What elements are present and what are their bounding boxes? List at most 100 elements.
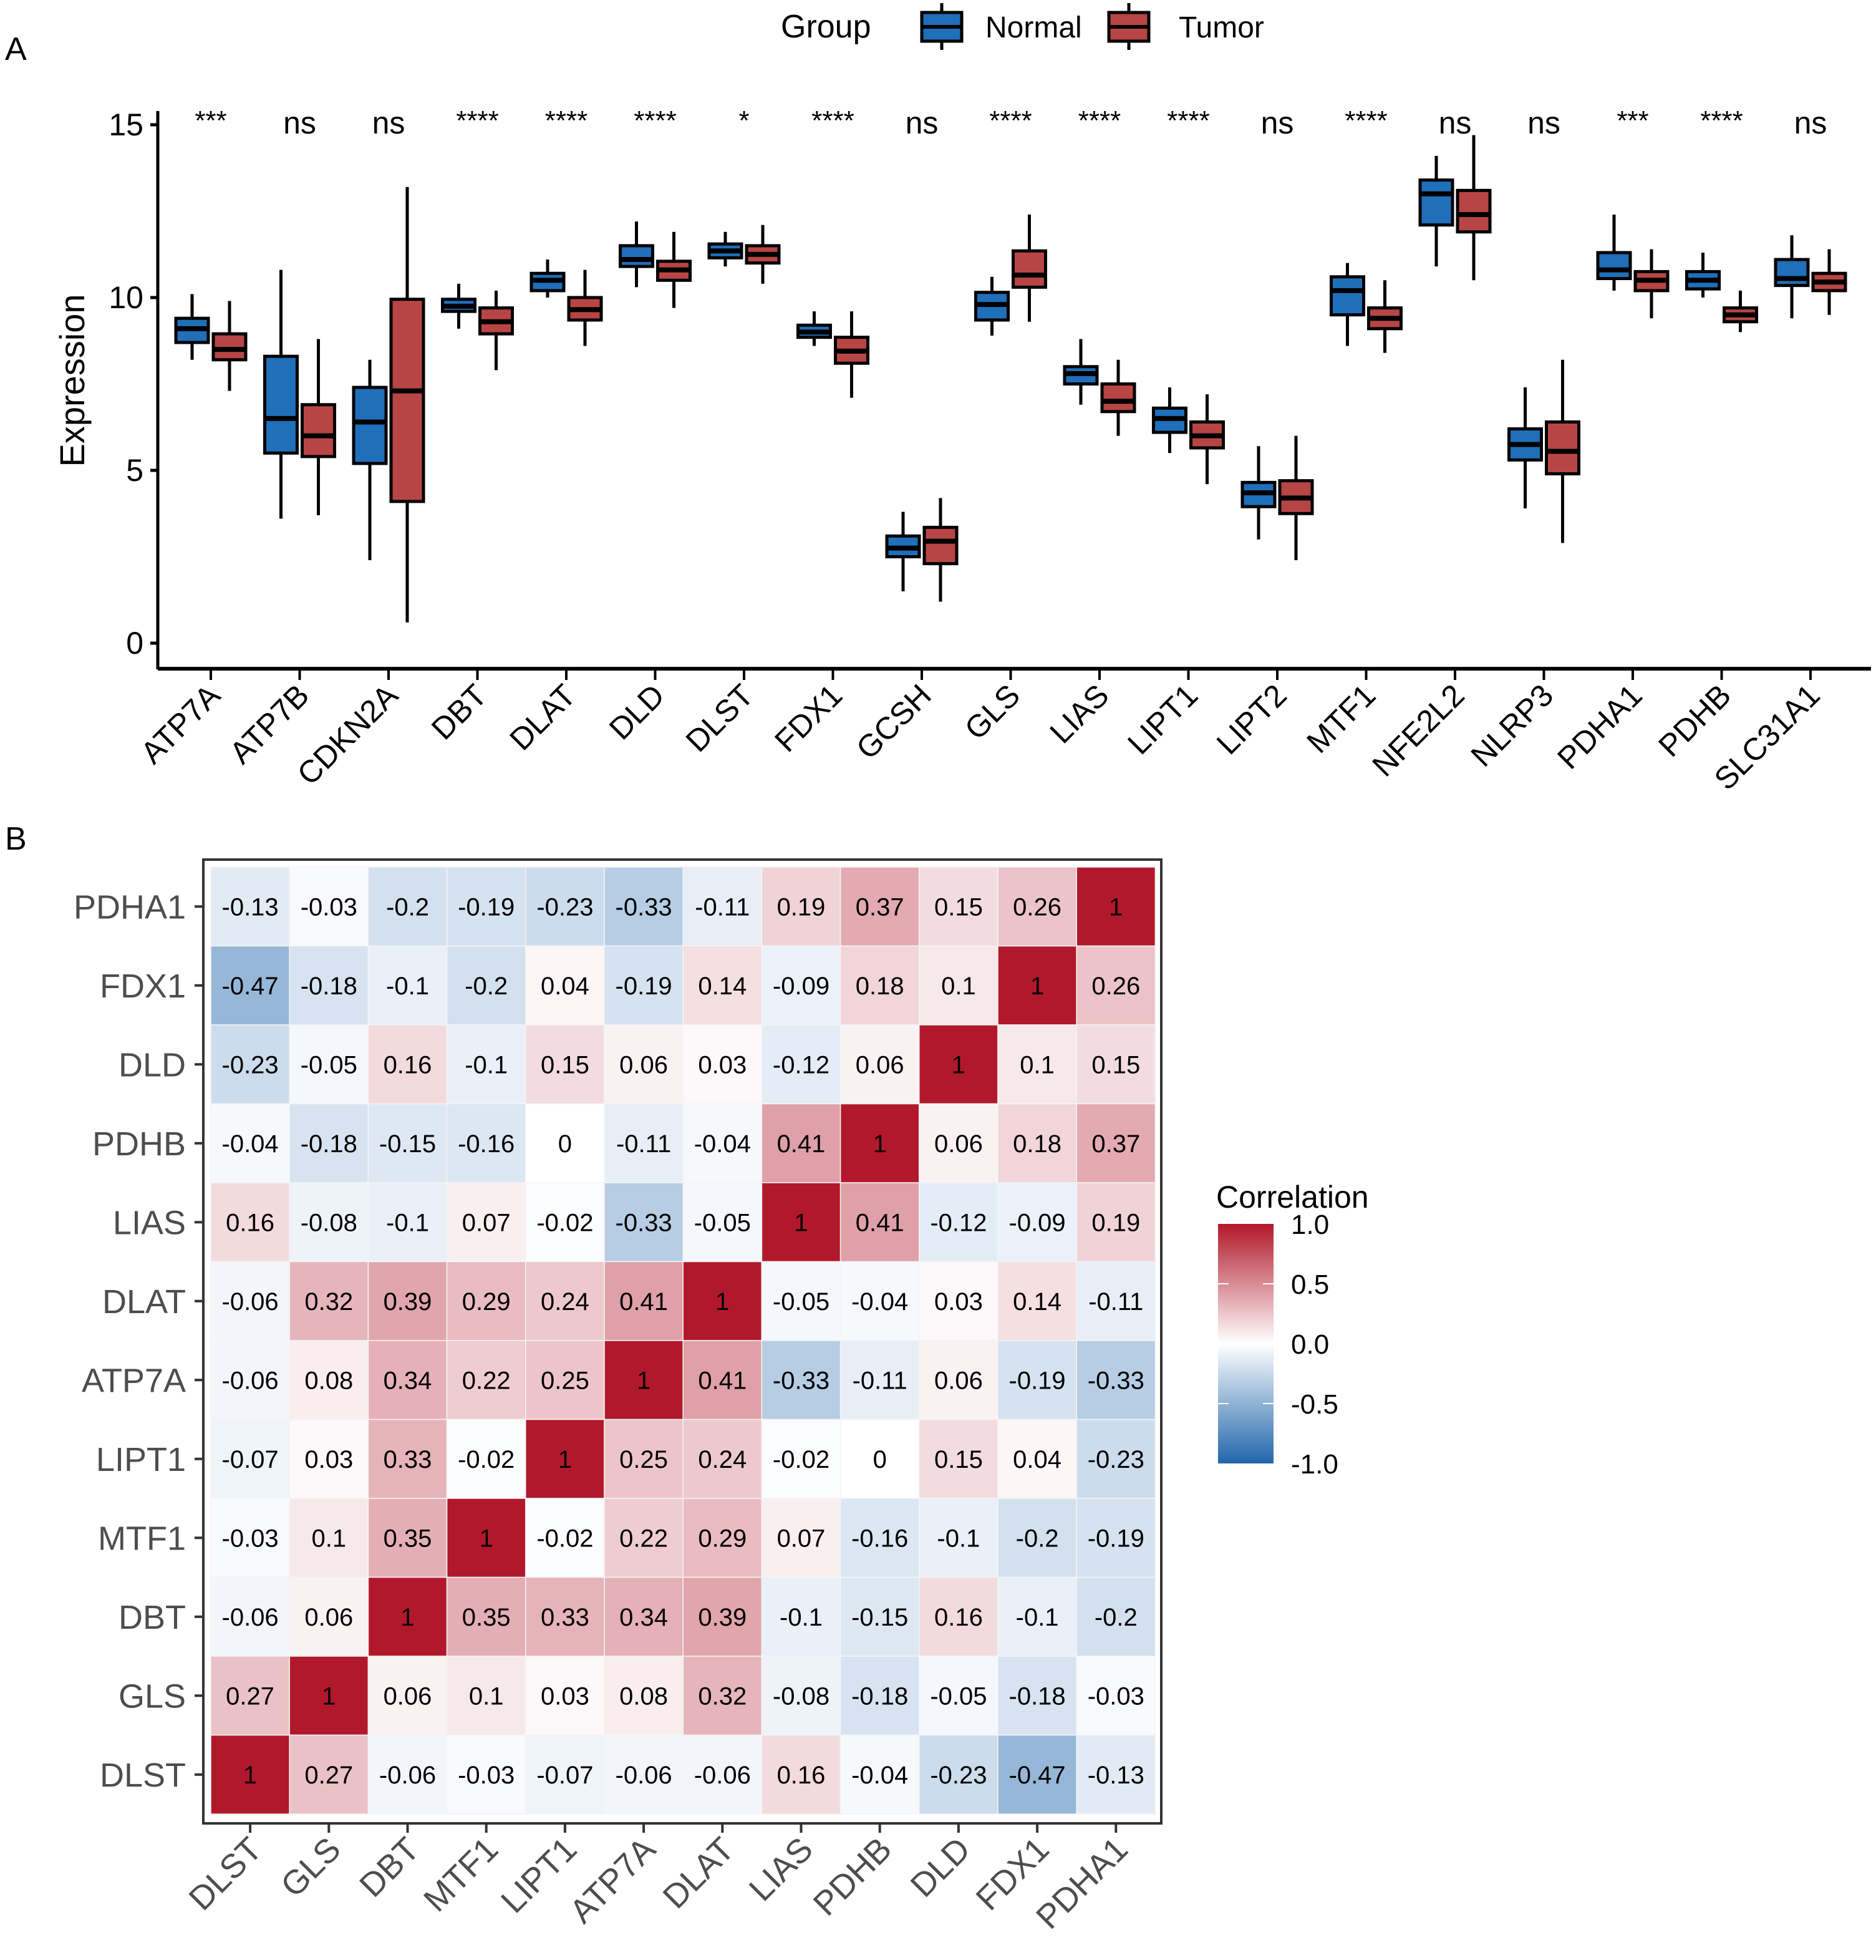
x-tick-label: PDHA1 [1550, 677, 1648, 775]
box-iqr [1456, 188, 1492, 234]
cell-value: 0.41 [777, 1130, 826, 1158]
cell-fill [761, 1734, 841, 1815]
cell-value: 1 [1030, 973, 1044, 1000]
heatmap-cell: 0.19 [761, 866, 841, 947]
cell-fill [761, 1103, 841, 1183]
heatmap-cell: 1 [525, 1419, 605, 1499]
cell-value: -0.47 [222, 973, 279, 1000]
cell-value: 0.37 [856, 893, 904, 921]
cell-value: 0.14 [1013, 1288, 1061, 1316]
cell-value: 1 [873, 1130, 887, 1158]
heatmap-cell: 0.06 [919, 1103, 998, 1183]
box-tumor-pdha1 [1633, 249, 1670, 319]
cell-value: 0.07 [462, 1209, 511, 1236]
cell-value: 0.39 [384, 1288, 432, 1316]
cell-value: 1 [1109, 893, 1123, 921]
box-normal-gls [974, 276, 1010, 336]
heatmap-cell: -0.12 [919, 1182, 998, 1263]
heatmap-cell: 0.03 [525, 1656, 605, 1736]
colorbar-ticks: 1.0 0.5 0.0 -0.5 -1.0 [1218, 1210, 1338, 1480]
heatmap-y-tick-label: DLAT [102, 1283, 186, 1321]
heatmap-cell: 1 [1076, 866, 1156, 947]
cell-value: -0.15 [379, 1130, 436, 1158]
cell-value: 0.03 [934, 1288, 983, 1316]
heatmap-cell: -0.04 [839, 1734, 920, 1815]
heatmap-cell: -0.09 [997, 1182, 1077, 1263]
cell-value: 0.1 [311, 1525, 346, 1552]
cell-value: -0.23 [536, 893, 593, 921]
heatmap-cell: 1 [839, 1103, 920, 1183]
heatmap-cell: 0.1 [997, 1024, 1077, 1105]
heatmap-cell: 0.16 [210, 1182, 290, 1263]
heatmap-cell: 0 [839, 1419, 920, 1499]
cell-fill [761, 1182, 841, 1263]
significance-labels: *** ns ns **** **** **** * **** ns **** **** **** ns… [195, 105, 1827, 140]
heatmap-cell: 0.27 [289, 1734, 369, 1815]
heatmap-cell: 0.08 [604, 1656, 684, 1736]
box-iqr [352, 386, 388, 465]
significance-label: ns [372, 105, 405, 140]
heatmap-cell: -0.19 [1076, 1498, 1156, 1578]
cell-fill [761, 1576, 841, 1657]
cell-value: -0.09 [1009, 1209, 1066, 1236]
heatmap-cell: 1 [761, 1182, 841, 1263]
heatmap-cell: 0.41 [682, 1340, 763, 1420]
heatmap-cell: -0.19 [997, 1340, 1077, 1420]
cell-value: 0.18 [856, 973, 904, 1000]
cell-value: -0.08 [301, 1209, 357, 1236]
panel-label-a: A [5, 31, 27, 67]
cell-value: 0.24 [698, 1446, 747, 1473]
cell-value: -0.2 [1016, 1525, 1059, 1552]
cell-value: -0.03 [222, 1525, 279, 1552]
heatmap-cell: 0.06 [839, 1024, 920, 1105]
heatmap-cell: -0.23 [1076, 1419, 1156, 1499]
cell-fill [1076, 1419, 1156, 1499]
box-normal-lias [1063, 339, 1099, 405]
cell-value: 0.19 [1091, 1209, 1140, 1236]
cell-fill [919, 1656, 998, 1736]
heatmap-cell: 0.1 [289, 1498, 369, 1578]
cell-fill [525, 1340, 605, 1420]
cell-value: -0.05 [301, 1051, 357, 1079]
x-tick-label: PDHB [1651, 677, 1738, 764]
cell-fill [367, 945, 448, 1026]
box-tumor-dlat [567, 269, 603, 346]
heatmap-cell: -0.13 [210, 866, 290, 947]
cell-value: -0.19 [1009, 1367, 1066, 1394]
heatmap-cell: -0.05 [682, 1182, 763, 1263]
cell-value: -0.06 [379, 1762, 436, 1789]
box-iqr [1330, 275, 1365, 317]
cell-value: 1 [243, 1762, 257, 1789]
cell-value: -0.19 [458, 893, 515, 921]
cell-value: -0.16 [851, 1525, 908, 1552]
heatmap-cell: 0.22 [446, 1340, 526, 1420]
cell-value: -0.33 [773, 1367, 829, 1394]
heatmap-cell: -0.1 [919, 1498, 998, 1578]
cell-fill [210, 866, 290, 947]
heatmap-cell: -0.12 [761, 1024, 841, 1105]
significance-label: ns [283, 105, 316, 140]
significance-label: **** [811, 105, 854, 136]
heatmap-cell: 0.37 [1076, 1103, 1156, 1183]
cell-fill [289, 866, 369, 947]
cell-value: -0.1 [386, 973, 429, 1000]
heatmap-cell: -0.02 [525, 1182, 605, 1263]
cell-value: -0.06 [222, 1367, 279, 1394]
box-tumor-lipt1 [1189, 394, 1225, 485]
cell-value: 0.25 [541, 1367, 589, 1394]
cell-fill [367, 1734, 448, 1815]
heatmap-x-tick-label: PDHB [806, 1830, 899, 1923]
box-normal-pdhb [1685, 252, 1721, 298]
heatmap-cell: 0.24 [525, 1261, 605, 1341]
legend-label-normal: Normal [985, 11, 1082, 44]
box-tumor-nlrp3 [1545, 359, 1580, 543]
cell-value: -0.11 [1088, 1288, 1143, 1316]
heatmap-cell: 0.35 [446, 1576, 526, 1657]
cell-value: 0.27 [226, 1682, 274, 1710]
cell-value: 0.41 [619, 1288, 668, 1316]
box-tumor-dld [656, 231, 692, 308]
cell-value: -0.18 [851, 1682, 908, 1710]
cell-value: -0.02 [458, 1446, 515, 1473]
heatmap-x-tick-label: DBT [352, 1830, 427, 1904]
